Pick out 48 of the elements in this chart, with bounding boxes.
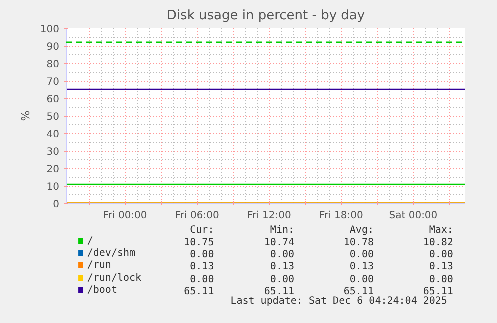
text: Min: [270,225,295,236]
x-tick-label: Fri 12:00 [247,210,292,222]
legend-label: /run/lock [87,273,142,284]
legend-label: /run [87,260,112,271]
text: 0.13 [429,262,454,272]
y-tick-label: 30 [46,147,60,158]
text: 0.00 [270,274,295,286]
text: 0.00 [350,250,374,260]
y-tick-label: 100 [40,24,60,36]
text: Max: [429,225,454,236]
text: 0.00 [429,250,454,260]
text: 65.11 [184,286,214,298]
text: 0.00 [190,250,214,260]
text: Last update: Sat Dec 6 04:24:04 2025 [230,296,448,307]
text: 0.00 [190,274,214,286]
text: 0.13 [190,262,214,272]
y-tick-label: 10 [46,182,60,193]
y-tick-label: 70 [46,77,60,88]
text: 0.00 [429,274,454,286]
text: Avg: [350,225,374,236]
x-tick-label: Fri 00:00 [103,210,148,222]
y-axis-title: % [19,110,32,122]
y-tick-label: 50 [46,112,60,123]
text: 0.00 [350,274,374,286]
text: 65.11 [264,286,295,298]
text: 65.11 [344,286,374,298]
text: 0.13 [350,262,374,272]
y-tick-label: 40 [46,130,60,140]
text: 10.82 [423,238,454,248]
text: 0.00 [270,250,295,260]
text: 0.13 [270,262,295,272]
legend-label: / [87,236,94,247]
y-tick-label: 60 [46,94,60,106]
x-tick-label: Sat 00:00 [389,210,438,222]
text: 65.11 [423,286,454,298]
x-tick-label: Fri 18:00 [319,210,364,222]
y-tick-label: 0 [53,200,60,210]
y-tick-label: 80 [46,60,60,70]
y-tick-label: 90 [46,42,60,53]
y-tick-label: 20 [46,164,60,176]
x-tick-label: Fri 06:00 [175,210,220,222]
chart-title: Disk usage in percent - by day [166,8,366,24]
text: 10.74 [264,238,295,248]
legend-label: /dev/shm [87,248,136,259]
text: Cur: [190,225,214,236]
text: 10.78 [344,238,374,248]
legend-label: /boot [87,285,118,296]
text: 10.75 [184,238,214,248]
